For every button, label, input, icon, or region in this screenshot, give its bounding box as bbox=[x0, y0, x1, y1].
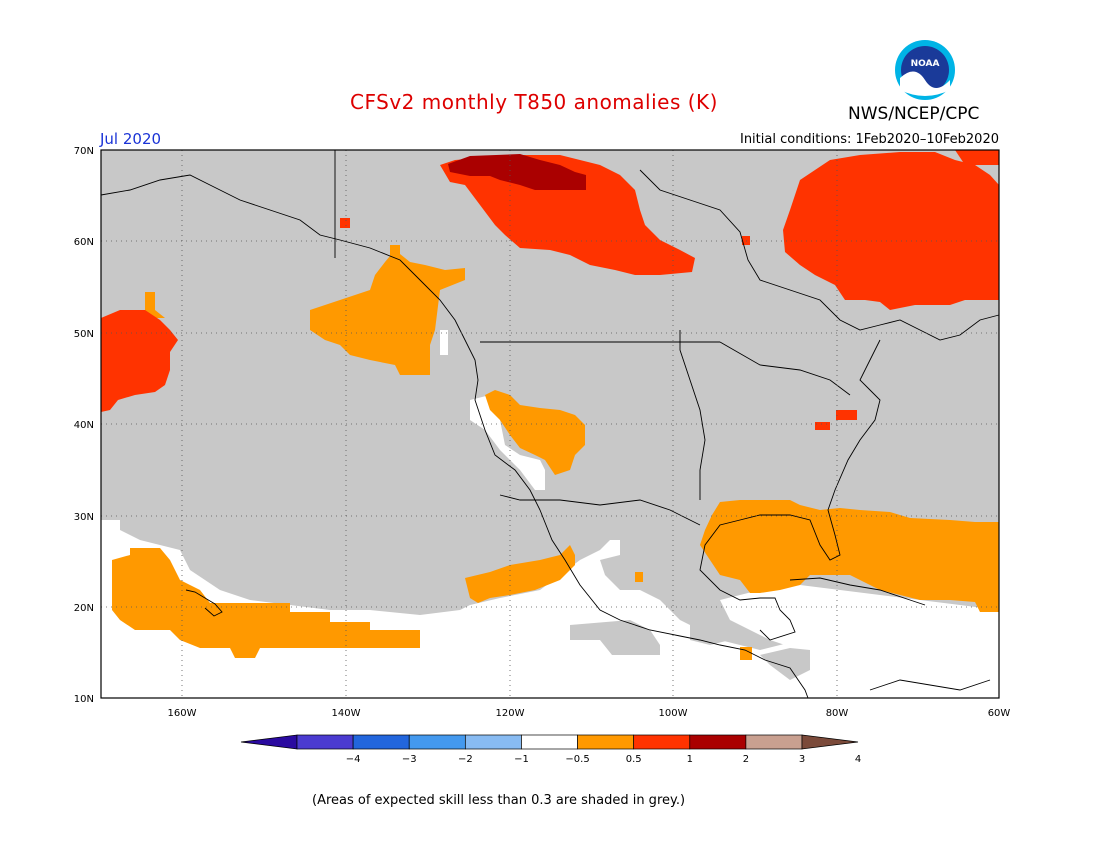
colorbar-label: −0.5 bbox=[565, 754, 589, 765]
lon-label: 140W bbox=[332, 708, 361, 719]
noaa-logo: NOAA bbox=[895, 40, 955, 100]
colorbar-label: −4 bbox=[346, 754, 361, 765]
colorbar-box bbox=[745, 734, 803, 750]
footnote: (Areas of expected skill less than 0.3 a… bbox=[312, 793, 686, 808]
lat-label: 70N bbox=[74, 146, 94, 157]
latitude-labels: 70N 60N 50N 40N 30N 20N 10N bbox=[74, 146, 94, 705]
colorbar-label: 0.5 bbox=[626, 754, 642, 765]
colorbar-label: 4 bbox=[855, 754, 861, 765]
noaa-logo-text: NOAA bbox=[911, 59, 940, 69]
lat-label: 10N bbox=[74, 694, 94, 705]
colorbar-box bbox=[633, 734, 691, 750]
valid-month-label: Jul 2020 bbox=[100, 130, 162, 148]
lon-label: 160W bbox=[168, 708, 197, 719]
colorbar-label: −2 bbox=[458, 754, 473, 765]
colorbar-label: 3 bbox=[799, 754, 805, 765]
lat-label: 60N bbox=[74, 237, 94, 248]
anomaly-orange bbox=[112, 245, 999, 660]
map-frame bbox=[100, 149, 1000, 699]
white-regions bbox=[101, 330, 999, 698]
lon-label: 120W bbox=[496, 708, 525, 719]
colorbar-box bbox=[296, 734, 354, 750]
chart-title: CFSv2 monthly T850 anomalies (K) bbox=[350, 90, 718, 114]
anomaly-darkred bbox=[448, 154, 586, 190]
coastlines bbox=[100, 150, 1000, 699]
colorbar: −4 −3 −2 −1 −0.5 0.5 1 2 3 4 bbox=[240, 734, 861, 765]
lat-label: 30N bbox=[74, 512, 94, 523]
colorbar-label: −3 bbox=[402, 754, 417, 765]
organization-label: NWS/NCEP/CPC bbox=[848, 104, 980, 124]
colorbar-box bbox=[352, 734, 410, 750]
initial-conditions-label: Initial conditions: 1Feb2020–10Feb2020 bbox=[739, 132, 999, 147]
lat-label: 50N bbox=[74, 329, 94, 340]
colorbar-box bbox=[408, 734, 466, 750]
colorbar-label: 1 bbox=[687, 754, 693, 765]
lon-label: 80W bbox=[826, 708, 849, 719]
lat-label: 20N bbox=[74, 603, 94, 614]
colorbar-box bbox=[464, 734, 522, 750]
longitude-labels: 160W 140W 120W 100W 80W 60W bbox=[168, 708, 1011, 719]
grey-patches bbox=[570, 555, 810, 680]
lon-label: 100W bbox=[659, 708, 688, 719]
colorbar-label: 2 bbox=[743, 754, 749, 765]
colorbar-box bbox=[689, 734, 747, 750]
lon-label: 60W bbox=[988, 708, 1011, 719]
colorbar-high-arrow bbox=[801, 734, 859, 750]
colorbar-box bbox=[577, 734, 635, 750]
colorbar-label: −1 bbox=[514, 754, 529, 765]
lat-label: 40N bbox=[74, 420, 94, 431]
colorbar-low-arrow bbox=[240, 734, 298, 750]
colorbar-box bbox=[521, 734, 578, 750]
